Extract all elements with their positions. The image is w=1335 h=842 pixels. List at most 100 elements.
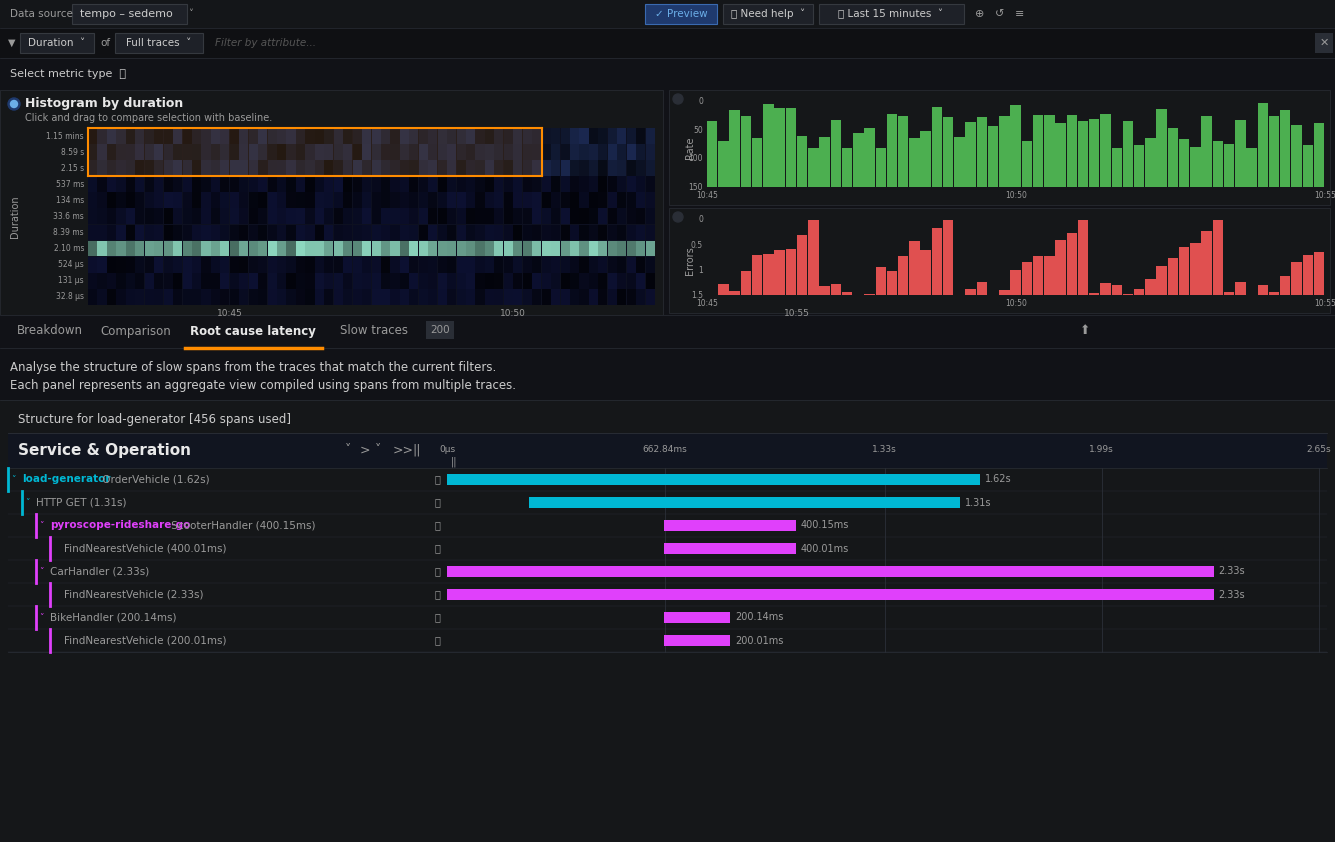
- Bar: [116, 192, 125, 208]
- Bar: [1056, 124, 1065, 187]
- Bar: [617, 128, 626, 144]
- Bar: [1212, 220, 1223, 295]
- Bar: [116, 289, 125, 305]
- Bar: [211, 289, 220, 305]
- Bar: [116, 176, 125, 192]
- Bar: [561, 128, 570, 144]
- Text: 662.84ms: 662.84ms: [642, 445, 688, 455]
- Bar: [485, 225, 494, 240]
- Bar: [589, 273, 598, 289]
- Bar: [287, 273, 295, 289]
- Bar: [0, 315, 1335, 348]
- Bar: [192, 273, 202, 289]
- Text: 2.15 s: 2.15 s: [61, 163, 84, 173]
- Bar: [429, 225, 438, 240]
- Text: 🔗: 🔗: [434, 498, 441, 508]
- Bar: [296, 192, 306, 208]
- Bar: [410, 209, 418, 224]
- Bar: [523, 257, 531, 273]
- Bar: [438, 241, 447, 257]
- Bar: [626, 192, 635, 208]
- Bar: [371, 209, 380, 224]
- Bar: [125, 160, 135, 176]
- Bar: [646, 273, 654, 289]
- Text: 1.31s: 1.31s: [965, 498, 992, 508]
- Bar: [202, 209, 211, 224]
- Bar: [551, 209, 561, 224]
- Bar: [125, 225, 135, 240]
- Bar: [955, 137, 965, 187]
- Bar: [154, 128, 163, 144]
- Bar: [211, 160, 220, 176]
- Bar: [116, 128, 125, 144]
- Bar: [447, 160, 457, 176]
- Bar: [154, 144, 163, 160]
- Bar: [551, 225, 561, 240]
- Bar: [88, 176, 97, 192]
- Bar: [324, 209, 334, 224]
- Bar: [267, 241, 276, 257]
- Bar: [343, 209, 352, 224]
- Bar: [343, 225, 352, 240]
- Bar: [400, 176, 409, 192]
- Bar: [1268, 116, 1279, 187]
- Bar: [8, 405, 1328, 433]
- Bar: [183, 209, 192, 224]
- Bar: [410, 176, 418, 192]
- Bar: [426, 321, 454, 339]
- Bar: [239, 225, 248, 240]
- Bar: [0, 400, 1335, 842]
- Bar: [164, 257, 172, 273]
- Bar: [646, 160, 654, 176]
- Bar: [626, 241, 635, 257]
- Bar: [258, 289, 267, 305]
- Bar: [1224, 291, 1235, 295]
- Bar: [579, 176, 589, 192]
- Bar: [898, 116, 908, 187]
- Bar: [598, 160, 607, 176]
- Bar: [144, 273, 154, 289]
- Bar: [0, 0, 1335, 28]
- Bar: [315, 241, 324, 257]
- Bar: [570, 273, 579, 289]
- Text: 1.62s: 1.62s: [985, 475, 1012, 484]
- Bar: [230, 160, 239, 176]
- Bar: [1112, 285, 1121, 295]
- Bar: [267, 160, 276, 176]
- Bar: [371, 225, 380, 240]
- Bar: [239, 289, 248, 305]
- Bar: [598, 273, 607, 289]
- Bar: [523, 289, 531, 305]
- Bar: [485, 160, 494, 176]
- Bar: [898, 256, 908, 295]
- Bar: [380, 289, 390, 305]
- Bar: [617, 176, 626, 192]
- Text: ✓ Preview: ✓ Preview: [654, 9, 708, 19]
- Bar: [475, 209, 485, 224]
- Bar: [211, 209, 220, 224]
- Text: 131 μs: 131 μs: [59, 276, 84, 285]
- Bar: [457, 192, 466, 208]
- Bar: [125, 257, 135, 273]
- Bar: [315, 176, 324, 192]
- Bar: [164, 225, 172, 240]
- Bar: [475, 144, 485, 160]
- Bar: [475, 176, 485, 192]
- Bar: [542, 209, 551, 224]
- Bar: [842, 292, 852, 295]
- Bar: [258, 225, 267, 240]
- Bar: [296, 273, 306, 289]
- Bar: [334, 225, 343, 240]
- Bar: [258, 257, 267, 273]
- Bar: [410, 225, 418, 240]
- Bar: [220, 209, 230, 224]
- Bar: [1033, 256, 1043, 295]
- Bar: [154, 209, 163, 224]
- Bar: [248, 144, 258, 160]
- Bar: [343, 289, 352, 305]
- Bar: [607, 225, 617, 240]
- Bar: [786, 248, 796, 295]
- Bar: [503, 144, 513, 160]
- Bar: [774, 250, 785, 295]
- Bar: [447, 567, 1214, 577]
